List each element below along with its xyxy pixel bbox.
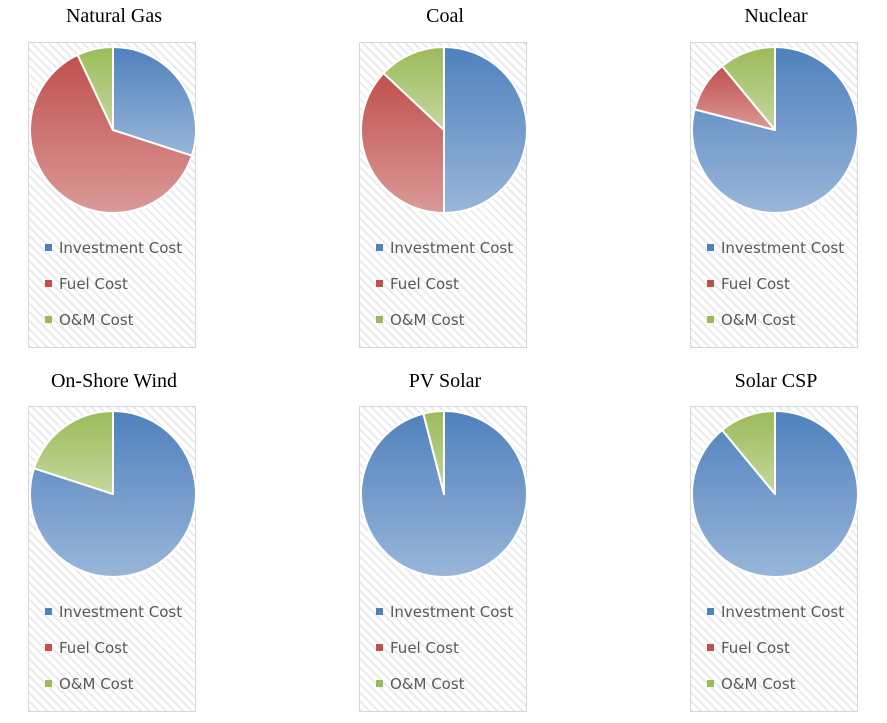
legend-swatch-investment	[45, 608, 52, 615]
legend-label: Investment Cost	[390, 603, 514, 621]
pie-chart-natural-gas	[29, 46, 197, 214]
legend-swatch-investment	[376, 244, 383, 251]
legend-item-fuel-cost: Fuel Cost	[45, 274, 195, 310]
legend-swatch-om	[376, 680, 383, 687]
legend: Investment Cost Fuel Cost O&M Cost	[707, 602, 857, 710]
legend-swatch-fuel	[45, 644, 52, 651]
legend-label: Investment Cost	[390, 239, 514, 257]
legend-label: Fuel Cost	[721, 639, 790, 657]
legend: Investment Cost Fuel Cost O&M Cost	[707, 238, 857, 346]
legend-label: Fuel Cost	[59, 275, 128, 293]
legend-label: Investment Cost	[721, 603, 845, 621]
pie-chart-pv-solar	[360, 410, 528, 578]
chart-title-onshore-wind: On-Shore Wind	[50, 370, 178, 392]
chart-title-coal: Coal	[426, 5, 464, 27]
legend-label: O&M Cost	[59, 675, 134, 693]
legend-swatch-om	[45, 680, 52, 687]
legend-item-fuel-cost: Fuel Cost	[376, 638, 526, 674]
legend-label: Investment Cost	[59, 239, 183, 257]
legend-swatch-fuel	[45, 280, 52, 287]
pie-slice-om-cost	[382, 46, 445, 131]
legend: Investment Cost Fuel Cost O&M Cost	[45, 602, 195, 710]
pie-chart-solar-csp	[691, 410, 859, 578]
chart-panel-solar-csp: Investment Cost Fuel Cost O&M Cost	[690, 406, 859, 712]
legend-item-om-cost: O&M Cost	[45, 674, 195, 710]
legend-swatch-fuel	[376, 644, 383, 651]
legend-swatch-om	[707, 316, 714, 323]
pie-slice-investment-cost	[691, 46, 859, 214]
legend-label: Investment Cost	[721, 239, 845, 257]
legend-item-fuel-cost: Fuel Cost	[707, 274, 857, 310]
pie-slice-fuel-cost	[29, 53, 193, 214]
legend-swatch-fuel	[707, 644, 714, 651]
legend-swatch-fuel	[707, 280, 714, 287]
pie-slice-om-cost	[721, 46, 776, 131]
pie-chart-nuclear	[691, 46, 859, 214]
chart-title-natural-gas: Natural Gas	[65, 5, 163, 27]
legend-item-om-cost: O&M Cost	[45, 310, 195, 346]
legend-item-investment-cost: Investment Cost	[45, 238, 195, 274]
legend-label: O&M Cost	[390, 675, 465, 693]
legend-label: O&M Cost	[390, 311, 465, 329]
legend-swatch-investment	[45, 244, 52, 251]
legend-swatch-fuel	[376, 280, 383, 287]
legend-label: Fuel Cost	[59, 639, 128, 657]
chart-title-nuclear: Nuclear	[744, 5, 808, 27]
chart-panel-pv-solar: Investment Cost Fuel Cost O&M Cost	[359, 406, 528, 712]
legend-label: O&M Cost	[59, 311, 134, 329]
legend-label: Fuel Cost	[390, 639, 459, 657]
pie-slice-fuel-cost	[360, 72, 445, 214]
legend-swatch-om	[707, 680, 714, 687]
legend: Investment Cost Fuel Cost O&M Cost	[45, 238, 195, 346]
legend-label: Fuel Cost	[721, 275, 790, 293]
legend-label: O&M Cost	[721, 311, 796, 329]
legend-label: Fuel Cost	[390, 275, 459, 293]
legend-swatch-investment	[707, 608, 714, 615]
chart-title-pv-solar: PV Solar	[408, 370, 482, 392]
pie-slice-investment-cost	[112, 46, 197, 157]
legend-item-investment-cost: Investment Cost	[376, 238, 526, 274]
legend-item-fuel-cost: Fuel Cost	[707, 638, 857, 674]
pie-slice-investment-cost	[443, 46, 528, 214]
pie-chart-coal	[360, 46, 528, 214]
pie-slice-om-cost	[721, 410, 776, 495]
legend-item-om-cost: O&M Cost	[707, 674, 857, 710]
legend-swatch-om	[376, 316, 383, 323]
chart-panel-nuclear: Investment Cost Fuel Cost O&M Cost	[690, 42, 859, 348]
legend-swatch-om	[45, 316, 52, 323]
legend-item-om-cost: O&M Cost	[707, 310, 857, 346]
pie-chart-onshore-wind	[29, 410, 197, 578]
legend-item-investment-cost: Investment Cost	[376, 602, 526, 638]
chart-panel-natural-gas: Investment Cost Fuel Cost O&M Cost	[28, 42, 197, 348]
legend-item-om-cost: O&M Cost	[376, 674, 526, 710]
legend-swatch-investment	[376, 608, 383, 615]
legend-item-investment-cost: Investment Cost	[707, 602, 857, 638]
pie-slice-om-cost	[76, 46, 114, 131]
legend-item-fuel-cost: Fuel Cost	[45, 638, 195, 674]
legend-item-fuel-cost: Fuel Cost	[376, 274, 526, 310]
pie-slice-om-cost	[422, 410, 445, 495]
legend-item-investment-cost: Investment Cost	[45, 602, 195, 638]
pie-slice-om-cost	[33, 410, 114, 495]
legend-item-investment-cost: Investment Cost	[707, 238, 857, 274]
chart-title-solar-csp: Solar CSP	[734, 370, 818, 392]
chart-panel-onshore-wind: Investment Cost Fuel Cost O&M Cost	[28, 406, 197, 712]
chart-panel-coal: Investment Cost Fuel Cost O&M Cost	[359, 42, 528, 348]
legend-item-om-cost: O&M Cost	[376, 310, 526, 346]
legend-label: Investment Cost	[59, 603, 183, 621]
legend-label: O&M Cost	[721, 675, 796, 693]
legend-swatch-investment	[707, 244, 714, 251]
legend: Investment Cost Fuel Cost O&M Cost	[376, 602, 526, 710]
legend: Investment Cost Fuel Cost O&M Cost	[376, 238, 526, 346]
